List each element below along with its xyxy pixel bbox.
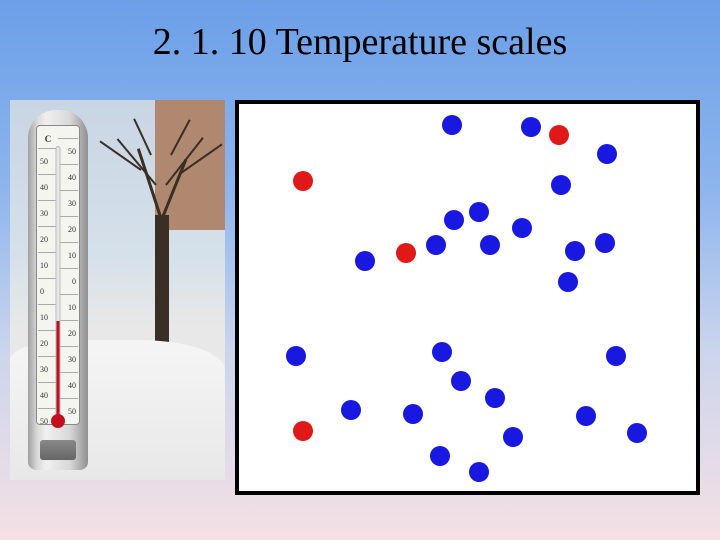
thermometer-bulb — [51, 414, 65, 428]
tick-right: 30 — [58, 346, 78, 372]
blue-particle — [606, 346, 626, 366]
tick-right: 50 — [58, 138, 78, 164]
blue-particle — [444, 210, 464, 230]
tick-right: 0 — [58, 268, 78, 294]
tick-right: 30 — [58, 190, 78, 216]
blue-particle — [403, 404, 423, 424]
tick-right: 20 — [58, 216, 78, 242]
tick-right: 10 — [58, 294, 78, 320]
particle-box — [235, 100, 700, 495]
blue-particle — [565, 241, 585, 261]
thermometer-tube — [56, 146, 61, 416]
scale-label-c: C — [38, 134, 58, 144]
blue-particle — [442, 115, 462, 135]
blue-particle — [451, 371, 471, 391]
red-particle — [293, 171, 313, 191]
blue-particle — [521, 117, 541, 137]
red-particle — [549, 125, 569, 145]
blue-particle — [469, 202, 489, 222]
blue-particle — [551, 175, 571, 195]
blue-particle — [355, 251, 375, 271]
scale-right: 504030201001020304050 — [58, 134, 78, 416]
blue-particle — [485, 388, 505, 408]
blue-particle — [595, 233, 615, 253]
blue-particle — [480, 235, 500, 255]
blue-particle — [341, 400, 361, 420]
blue-particle — [286, 346, 306, 366]
thermometer-device: C 504030201001020304050 5040302010010203… — [28, 110, 88, 470]
thermometer-photo: C 504030201001020304050 5040302010010203… — [10, 100, 225, 480]
blue-particle — [627, 423, 647, 443]
blue-particle — [503, 427, 523, 447]
tick-right: 10 — [58, 242, 78, 268]
thermometer-base — [40, 440, 76, 460]
tick-right: 40 — [58, 372, 78, 398]
blue-particle — [432, 342, 452, 362]
blue-particle — [576, 406, 596, 426]
tick-right: 40 — [58, 164, 78, 190]
blue-particle — [426, 235, 446, 255]
mercury-column — [57, 321, 60, 415]
red-particle — [396, 243, 416, 263]
blue-particle — [597, 144, 617, 164]
blue-particle — [512, 218, 532, 238]
slide-title: 2. 1. 10 Temperature scales — [0, 0, 720, 64]
red-particle — [293, 421, 313, 441]
blue-particle — [558, 272, 578, 292]
tick-right: 20 — [58, 320, 78, 346]
thermometer-scale-panel: C 504030201001020304050 5040302010010203… — [36, 125, 80, 425]
blue-particle — [469, 462, 489, 482]
tree-branches — [105, 115, 225, 275]
blue-particle — [430, 446, 450, 466]
content-area: C 504030201001020304050 5040302010010203… — [0, 100, 720, 540]
